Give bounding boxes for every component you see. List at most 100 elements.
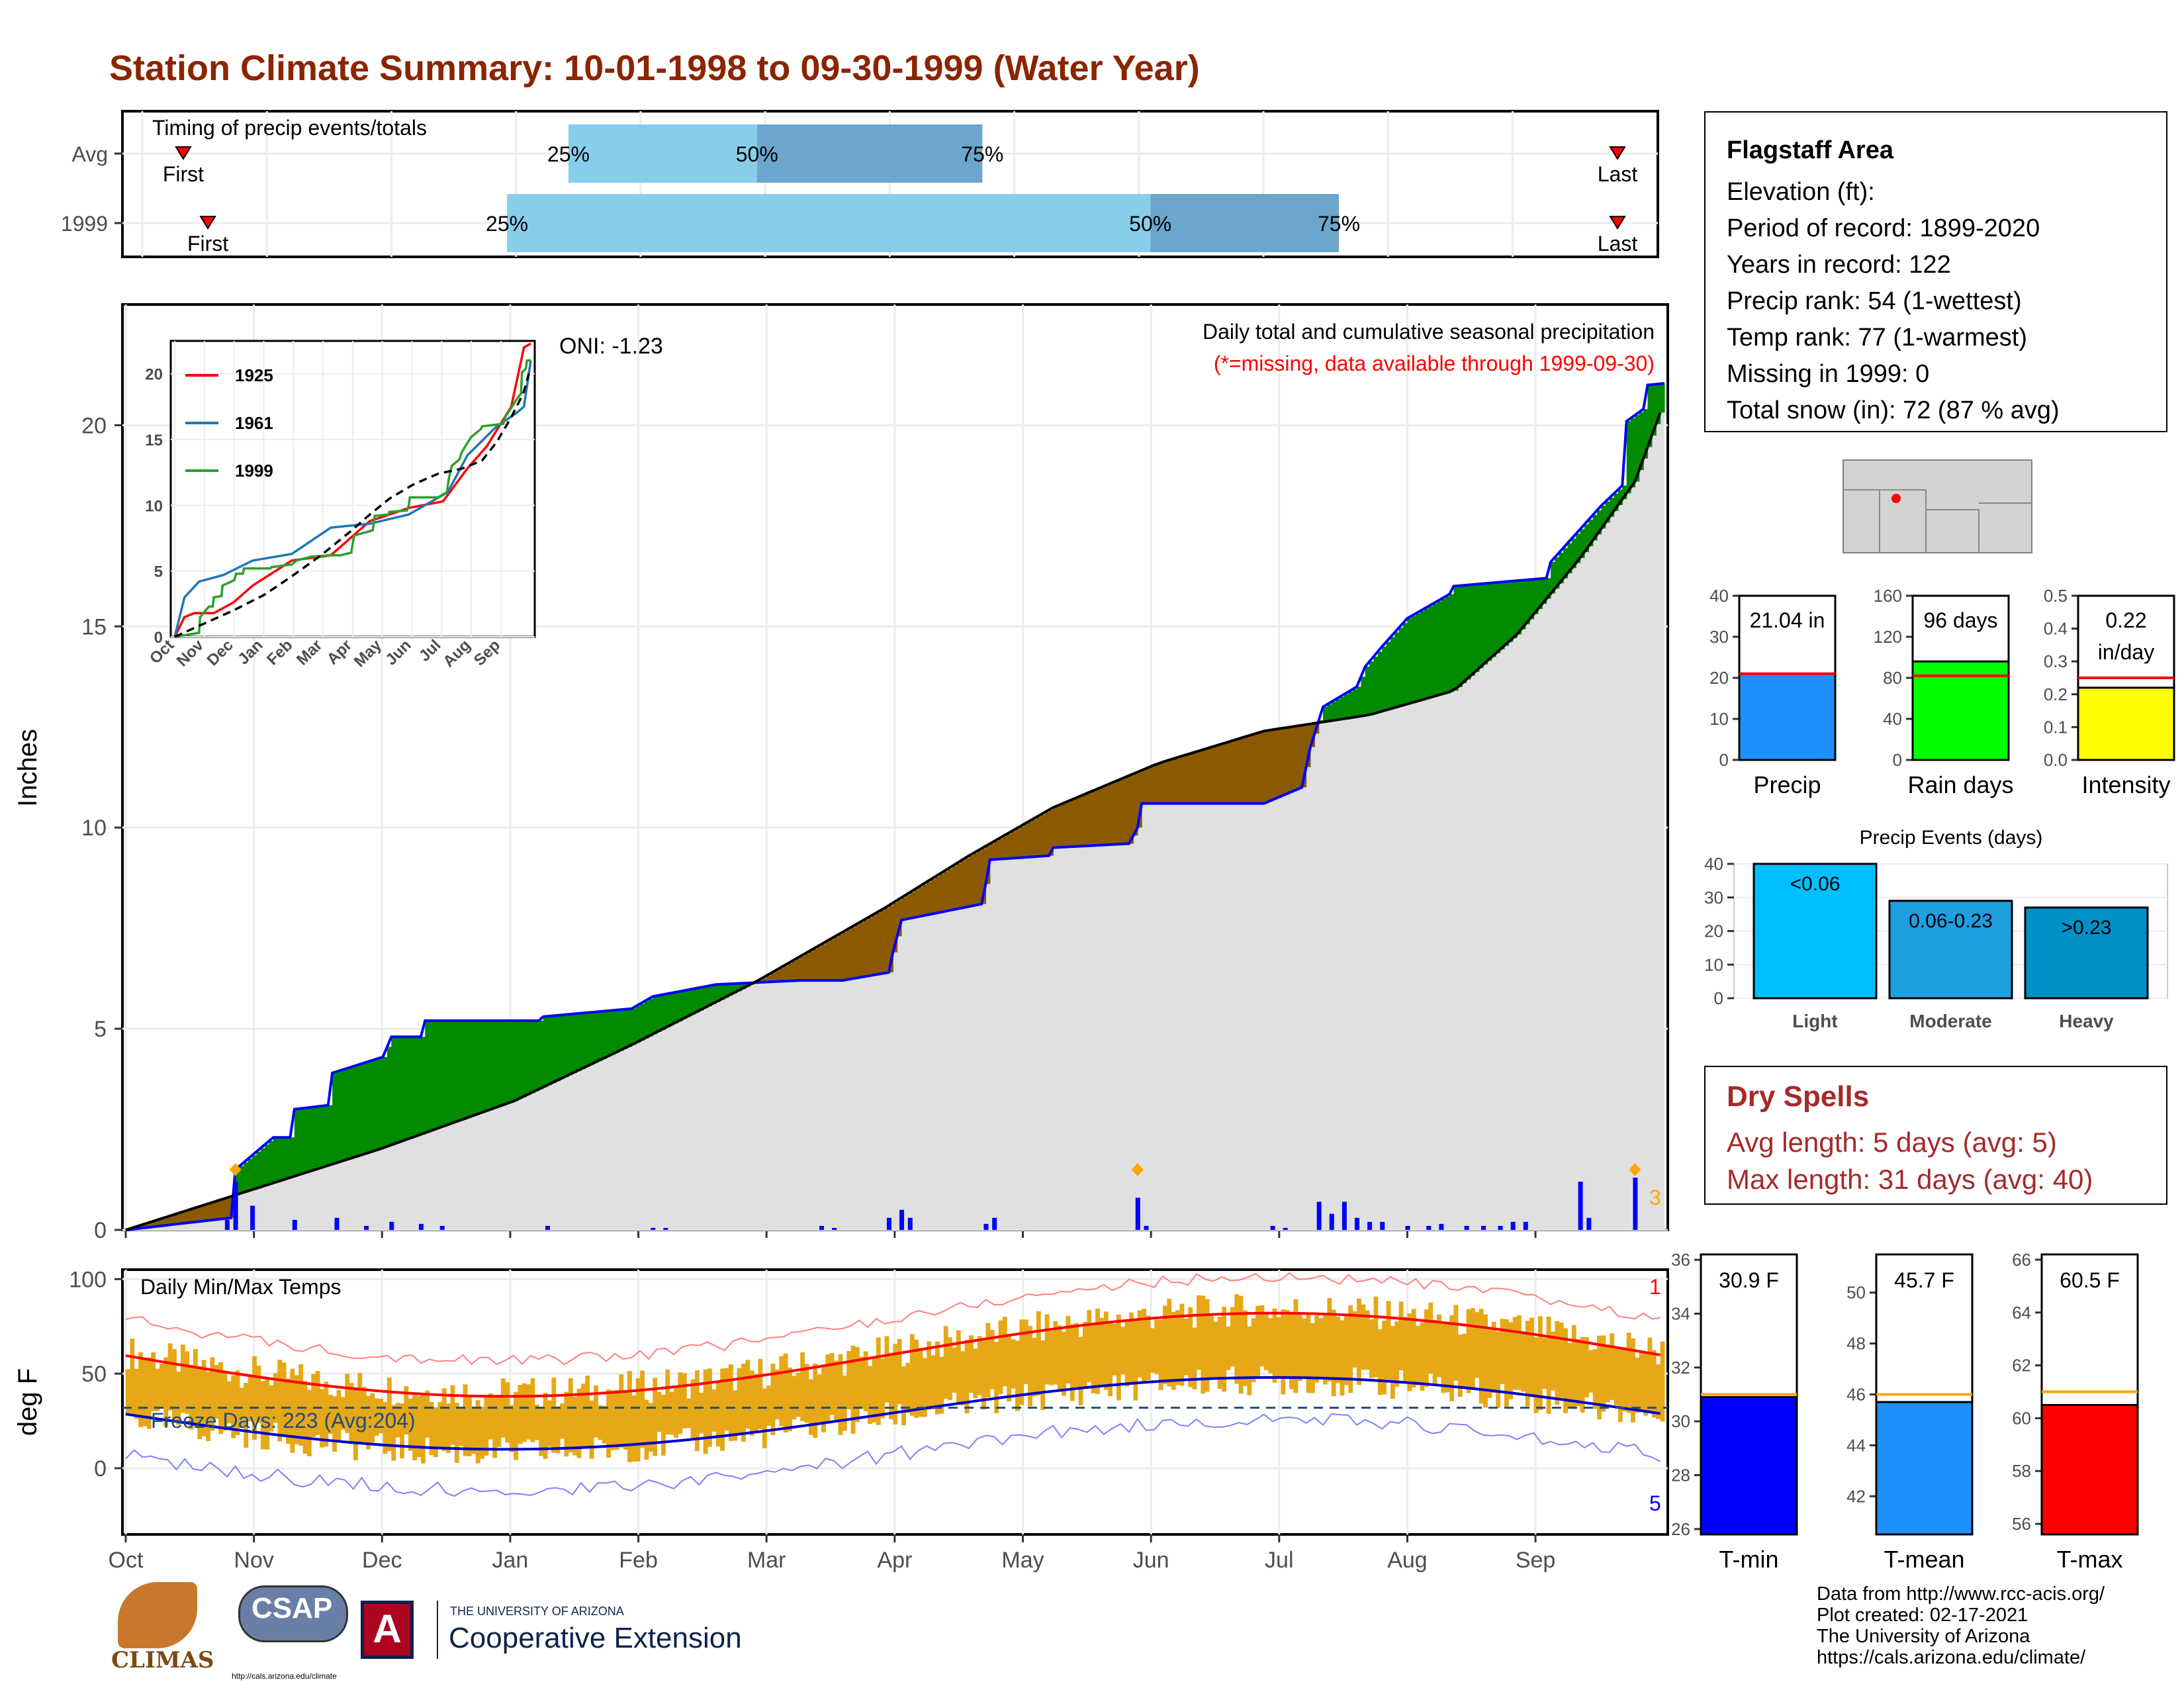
- temp-y-tick-label: 0: [94, 1456, 107, 1481]
- temp-record-max-line: [125, 1272, 1661, 1366]
- temp-daily-range-bar: [1057, 1325, 1062, 1392]
- precip-anomaly-fill: [977, 851, 982, 905]
- precip-anomaly-fill: [635, 1006, 641, 1043]
- precip-anomaly-fill: [1462, 585, 1467, 684]
- temp-daily-range-bar: [244, 1383, 249, 1448]
- dry-spells-max: Max length: 31 days (avg: 40): [1727, 1164, 2093, 1195]
- temp-daily-range-bar: [1525, 1321, 1530, 1407]
- temp-daily-range-bar: [1201, 1295, 1206, 1394]
- precip-anomaly-fill: [766, 975, 772, 982]
- temp-daily-range-bar: [1133, 1319, 1138, 1401]
- precip-daily-bar: [1586, 1217, 1592, 1230]
- temp-daily-range-bar: [653, 1378, 658, 1456]
- temp-daily-range-bar: [1255, 1305, 1260, 1378]
- temp-daily-range-bar: [306, 1389, 312, 1457]
- events-tick-label: 20: [1704, 921, 1723, 941]
- precip-anomaly-fill: [838, 934, 843, 981]
- precip-average-cumulative-line: [125, 412, 1662, 1231]
- precip-anomaly-fill: [1188, 754, 1193, 804]
- temp-daily-range-bar: [302, 1381, 308, 1454]
- temp-daily-range-bar: [1382, 1321, 1387, 1395]
- precip-anomaly-fill: [657, 996, 662, 1032]
- temp-summary-tick-label: 56: [2012, 1514, 2031, 1534]
- temp-daily-range-bar: [602, 1405, 607, 1444]
- temp-daily-range-bar: [728, 1364, 733, 1441]
- temp-daily-range-bar: [1095, 1308, 1100, 1395]
- station-snow: Total snow (in): 72 (87 % avg): [1727, 397, 2060, 424]
- precip-anomaly-fill: [627, 1009, 632, 1047]
- precip-anomaly-fill: [1453, 586, 1459, 691]
- precip-anomaly-fill: [273, 1137, 278, 1184]
- temp-daily-range-bar: [1091, 1324, 1096, 1393]
- precip-anomaly-fill: [631, 1008, 637, 1045]
- precip-y-axis-title: Inches: [13, 729, 42, 807]
- temp-daily-range-bar: [1188, 1307, 1193, 1387]
- csap-logo-text: CSAP: [251, 1592, 333, 1624]
- mini-bar-unit-label: in/day: [2098, 640, 2154, 664]
- precip-anomaly-fill: [1259, 732, 1265, 804]
- precip-anomaly-fill: [1053, 807, 1058, 848]
- temp-daily-range-bar: [1491, 1321, 1496, 1393]
- temp-daily-range-bar: [1631, 1338, 1635, 1423]
- temp-daily-range-bar: [846, 1351, 852, 1409]
- precip-anomaly-fill: [1588, 520, 1594, 547]
- temp-daily-range-bar: [1213, 1321, 1218, 1378]
- temp-daily-range-bar: [467, 1395, 472, 1456]
- temp-daily-range-bar: [1407, 1313, 1412, 1391]
- temp-daily-range-bar: [214, 1365, 219, 1419]
- precip-anomaly-fill: [286, 1137, 291, 1180]
- precip-daily-bar: [1270, 1225, 1275, 1230]
- temp-daily-range-bar: [1276, 1317, 1281, 1377]
- precip-anomaly-fill: [387, 1047, 392, 1147]
- temp-summary-tick-label: 30: [1671, 1411, 1690, 1431]
- temp-daily-range-bar: [762, 1388, 767, 1448]
- precip-anomaly-fill: [1639, 412, 1644, 471]
- temp-daily-range-bar: [522, 1383, 527, 1442]
- temp-daily-range-bar: [580, 1383, 586, 1447]
- precip-anomaly-fill: [998, 839, 1003, 859]
- temp-daily-range-bar: [1504, 1319, 1509, 1408]
- precip-anomaly-fill: [1028, 821, 1033, 857]
- precip-anomaly-fill: [703, 986, 708, 1009]
- month-axis-label: Feb: [619, 1548, 658, 1573]
- precip-anomaly-fill: [176, 1213, 181, 1225]
- temp-daily-range-bar: [724, 1368, 729, 1431]
- precip-anomaly-fill: [893, 902, 898, 953]
- events-bar: [1888, 900, 2013, 1000]
- mini-bar-tick-label: 20: [1709, 668, 1729, 688]
- precip-anomaly-fill: [189, 1209, 194, 1223]
- precip-daily-bar: [1355, 1217, 1359, 1230]
- precip-anomaly-fill: [244, 1162, 249, 1193]
- temp-summary-tick-label: 46: [1846, 1385, 1866, 1405]
- temp-daily-range-bar: [914, 1339, 919, 1419]
- precip-anomaly-fill: [357, 1064, 363, 1156]
- precip-anomaly-fill: [1167, 761, 1172, 804]
- precip-anomaly-fill: [1517, 581, 1522, 635]
- temp-daily-range-bar: [248, 1374, 253, 1422]
- precip-y-tick-label: 5: [94, 1017, 107, 1042]
- temp-daily-range-bar: [568, 1378, 573, 1452]
- temp-daily-range-bar: [193, 1348, 198, 1428]
- temp-daily-range-bar: [1571, 1325, 1576, 1409]
- precip-anomaly-fill: [1369, 661, 1375, 715]
- events-bar-value-label: <0.06: [1790, 873, 1841, 895]
- temp-daily-range-bar: [1420, 1322, 1425, 1391]
- temp-daily-range-bar: [260, 1381, 265, 1450]
- temp-daily-range-bar: [1377, 1329, 1383, 1395]
- month-axis-label: May: [1001, 1548, 1044, 1573]
- timing-bar-25-50: [568, 124, 757, 183]
- timing-label-50: 50%: [1129, 212, 1171, 236]
- temp-summary-bar: [1875, 1401, 1974, 1536]
- precip-anomaly-fill: [779, 968, 784, 982]
- precip-anomaly-fill: [210, 1203, 215, 1221]
- temp-daily-range-bar: [1340, 1320, 1345, 1396]
- temp-daily-range-bar: [594, 1385, 598, 1438]
- precip-anomaly-fill: [374, 1059, 379, 1151]
- temp-daily-range-bar: [973, 1348, 978, 1399]
- precip-daily-bar: [1633, 1177, 1638, 1230]
- precip-anomaly-fill: [914, 890, 919, 918]
- precip-daily-bar: [1380, 1221, 1385, 1230]
- temp-daily-range-bar: [1639, 1352, 1644, 1410]
- temp-daily-range-bar: [126, 1369, 130, 1414]
- mini-bar-tick-label: 0.1: [2044, 717, 2068, 737]
